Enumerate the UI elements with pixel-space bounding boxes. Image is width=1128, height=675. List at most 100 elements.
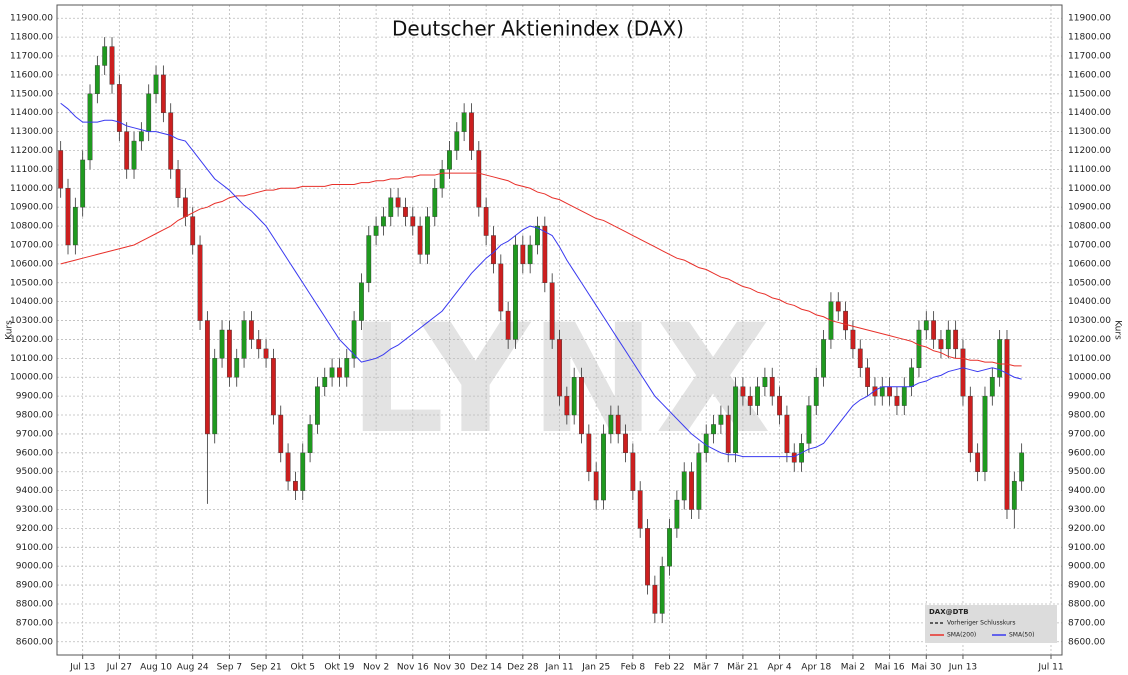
y2-tick-label: 9200.00 bbox=[1068, 524, 1105, 534]
chart-title: Deutscher Aktienindex (DAX) bbox=[392, 17, 684, 41]
x-tick-label: Nov 2 bbox=[363, 663, 389, 673]
sma-line bbox=[60, 172, 1022, 367]
y2-tick-label: 10100.00 bbox=[1068, 354, 1111, 364]
y-tick-label: 10500.00 bbox=[10, 278, 53, 288]
candle-body bbox=[212, 358, 218, 435]
candle-body bbox=[549, 282, 555, 340]
candle-body bbox=[564, 395, 570, 416]
candle-body bbox=[344, 358, 350, 378]
candle-body bbox=[469, 112, 474, 151]
y-tick-label: 11800.00 bbox=[10, 33, 53, 43]
x-tick-label: Okt 19 bbox=[324, 663, 354, 673]
candle-body bbox=[637, 490, 643, 529]
candle-body bbox=[579, 377, 584, 435]
candle-body bbox=[843, 310, 848, 331]
legend-title: DAX@DTB bbox=[929, 608, 969, 616]
x-tick-label: Jun 13 bbox=[948, 663, 977, 673]
candle-body bbox=[87, 93, 93, 161]
y-tick-label: 11200.00 bbox=[10, 146, 53, 156]
candle-body bbox=[872, 386, 878, 397]
candle-body bbox=[168, 112, 174, 170]
candle-body bbox=[146, 93, 152, 132]
y-tick-label: 8700.00 bbox=[16, 618, 53, 628]
candle-body bbox=[307, 424, 313, 454]
candle-body bbox=[791, 452, 797, 463]
candle-body bbox=[689, 471, 694, 510]
candle-body bbox=[535, 225, 540, 246]
candle-body bbox=[1019, 452, 1025, 482]
candle-body bbox=[835, 301, 841, 312]
candle-body bbox=[263, 348, 269, 359]
candle-body bbox=[850, 329, 856, 350]
candle-body bbox=[256, 339, 262, 350]
candle-body bbox=[645, 528, 650, 586]
y2-tick-label: 10200.00 bbox=[1068, 335, 1111, 345]
candle-body bbox=[931, 320, 937, 340]
y-tick-label: 11100.00 bbox=[10, 165, 53, 175]
y2-tick-label: 9800.00 bbox=[1068, 411, 1105, 421]
candle-body bbox=[894, 395, 900, 406]
candle-body bbox=[175, 169, 181, 198]
candle-body bbox=[681, 471, 687, 501]
candle-body bbox=[454, 131, 460, 151]
y-tick-label: 10400.00 bbox=[10, 297, 53, 307]
candle-body bbox=[80, 159, 86, 208]
candle-body bbox=[916, 329, 922, 368]
y2-axis-label: Kurs bbox=[1113, 320, 1123, 340]
candle-body bbox=[505, 310, 511, 340]
y-tick-label: 11400.00 bbox=[10, 108, 53, 118]
y-tick-label: 10200.00 bbox=[10, 335, 53, 345]
legend-entry: SMA(50) bbox=[1009, 632, 1034, 639]
candle-body bbox=[65, 188, 71, 246]
candle-body bbox=[967, 395, 973, 454]
y-tick-label: 9600.00 bbox=[16, 448, 53, 458]
candle-body bbox=[483, 206, 489, 236]
candle-body bbox=[593, 471, 599, 501]
candle-body bbox=[923, 320, 929, 331]
candle-body bbox=[608, 414, 614, 435]
x-tick-label: Okt 5 bbox=[291, 663, 315, 673]
candle-body bbox=[571, 377, 577, 416]
y-tick-label: 11600.00 bbox=[10, 70, 53, 80]
y2-tick-label: 8800.00 bbox=[1068, 599, 1105, 609]
candle-body bbox=[777, 395, 782, 416]
x-tick-label: Sep 7 bbox=[217, 663, 243, 673]
candle-body bbox=[513, 244, 518, 340]
candle-body bbox=[615, 414, 621, 435]
candle-body bbox=[403, 206, 408, 217]
y-tick-label: 9400.00 bbox=[16, 486, 53, 496]
y2-tick-label: 9600.00 bbox=[1068, 448, 1105, 458]
x-tick-label: Feb 22 bbox=[654, 663, 684, 673]
candle-body bbox=[520, 244, 526, 265]
candle-body bbox=[351, 320, 357, 359]
candle-body bbox=[718, 414, 724, 425]
candle-body bbox=[747, 395, 753, 406]
candle-body bbox=[491, 235, 496, 265]
x-tick-label: Aug 24 bbox=[177, 663, 209, 673]
candle-body bbox=[359, 282, 364, 321]
x-tick-label: Mär 21 bbox=[727, 663, 758, 673]
y-axis-label: Kurs bbox=[5, 320, 15, 340]
y2-tick-label: 11100.00 bbox=[1068, 165, 1111, 175]
candle-body bbox=[190, 216, 196, 246]
y-tick-label: 11000.00 bbox=[10, 184, 53, 194]
candle-body bbox=[293, 480, 298, 491]
y2-tick-label: 11700.00 bbox=[1068, 52, 1111, 62]
candle-body bbox=[857, 348, 863, 368]
y-tick-label: 9500.00 bbox=[16, 467, 53, 477]
legend-entry: Vorheriger Schlusskurs bbox=[947, 620, 1016, 627]
y-tick-label: 8800.00 bbox=[16, 599, 53, 609]
candle-body bbox=[769, 377, 775, 397]
candle-body bbox=[821, 339, 826, 378]
candle-body bbox=[226, 329, 232, 378]
candle-body bbox=[131, 140, 137, 170]
candle-body bbox=[366, 235, 372, 283]
y2-tick-label: 11600.00 bbox=[1068, 70, 1111, 80]
legend-box bbox=[925, 605, 1057, 643]
candle-body bbox=[733, 386, 738, 454]
candle-body bbox=[762, 377, 768, 387]
y2-tick-label: 8600.00 bbox=[1068, 637, 1105, 647]
candle-body bbox=[527, 244, 533, 265]
candle-body bbox=[461, 112, 467, 132]
